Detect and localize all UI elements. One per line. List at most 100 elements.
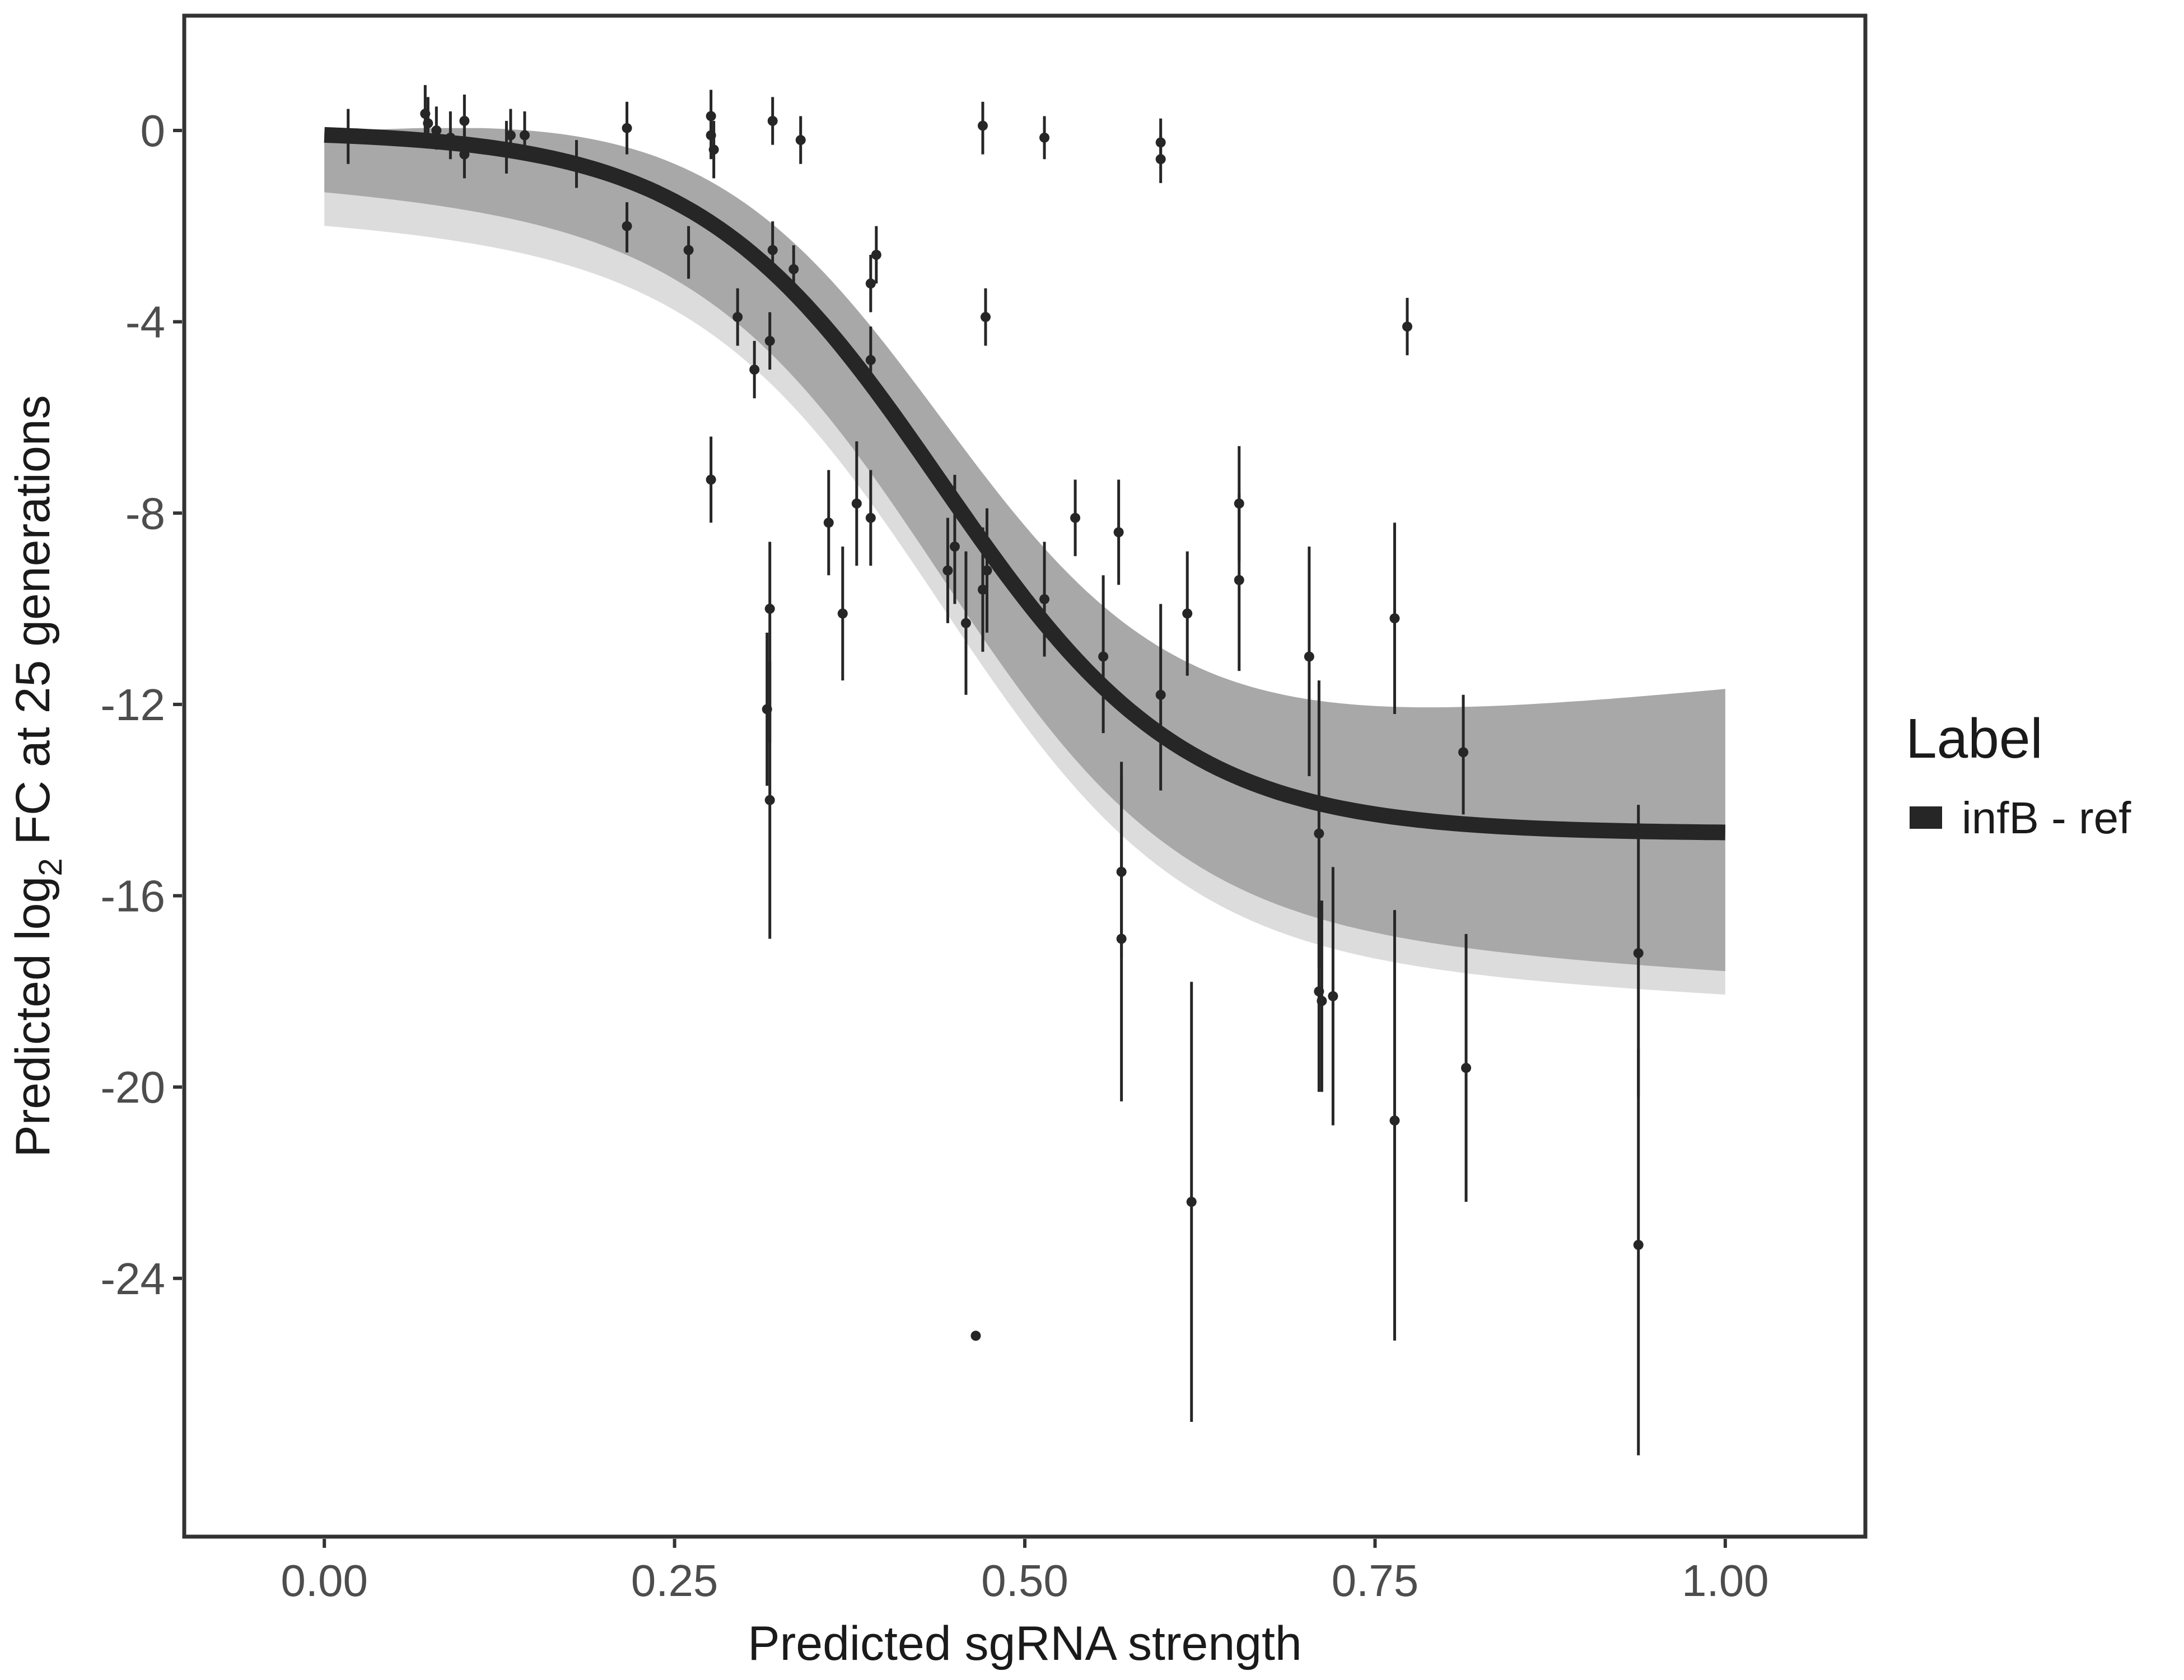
point-marker <box>505 130 516 141</box>
x-tick-label: 1.00 <box>1682 1556 1769 1606</box>
point-marker <box>501 144 512 155</box>
data-point <box>519 111 530 160</box>
plot-panel-border <box>182 13 1868 1539</box>
data-point <box>764 661 775 939</box>
y-tick-label: -20 <box>100 1062 165 1112</box>
point-marker <box>683 245 694 255</box>
point-marker <box>732 312 743 323</box>
point-marker <box>977 120 988 131</box>
data-point <box>970 1331 981 1341</box>
point-marker <box>949 542 960 552</box>
data-point <box>749 340 760 399</box>
y-axis: 0 -4 -8 -12 -16 -20 -24 <box>100 106 182 1304</box>
data-point <box>982 508 992 633</box>
point-marker <box>1317 996 1327 1006</box>
data-point <box>1389 910 1400 1341</box>
point-marker <box>622 123 632 133</box>
point-marker <box>977 584 988 595</box>
fit-curve <box>324 127 1725 841</box>
data-point <box>343 109 353 164</box>
data-point <box>865 255 876 312</box>
point-marker <box>423 118 433 129</box>
data-point <box>1304 547 1314 776</box>
point-marker <box>459 115 470 126</box>
data-point <box>823 470 834 576</box>
point-marker <box>982 565 992 576</box>
y-tick-label: -8 <box>125 488 165 538</box>
data-point <box>459 130 470 179</box>
data-point <box>871 226 881 284</box>
legend-title: Label <box>1906 707 2043 770</box>
data-point <box>1039 116 1050 160</box>
point-marker <box>431 125 442 136</box>
data-point <box>445 111 456 160</box>
data-point <box>767 221 778 279</box>
point-marker <box>445 132 456 143</box>
point-marker <box>1633 948 1644 959</box>
point-marker <box>764 335 775 346</box>
data-point <box>501 120 512 174</box>
data-point <box>837 547 848 681</box>
data-point <box>732 288 743 346</box>
point-marker <box>1304 651 1314 662</box>
point-marker <box>1186 1197 1197 1207</box>
data-point <box>1234 494 1244 671</box>
data-point <box>949 474 960 604</box>
data-point <box>571 140 582 188</box>
point-marker <box>795 135 806 146</box>
data-point <box>865 470 876 566</box>
point-marker <box>788 264 799 274</box>
point-marker <box>823 517 834 528</box>
data-point <box>423 97 433 145</box>
point-marker <box>764 604 775 614</box>
x-axis-title: Predicted sgRNA strength <box>748 1617 1302 1670</box>
y-tick-label: -24 <box>100 1254 165 1304</box>
data-point <box>706 436 716 523</box>
legend: Label infB - ref <box>1906 707 2131 843</box>
point-marker <box>871 250 881 260</box>
point-marker <box>960 618 971 628</box>
data-point <box>505 109 516 155</box>
data-point <box>1039 542 1050 657</box>
point-marker <box>1113 527 1124 538</box>
point-marker <box>1389 1115 1400 1126</box>
y-tick-label: 0 <box>141 106 166 156</box>
data-point <box>708 120 719 179</box>
data-point <box>1098 575 1109 734</box>
point-marker <box>1389 613 1400 624</box>
point-marker <box>1402 321 1412 332</box>
point-marker <box>1182 608 1193 619</box>
data-point <box>977 527 988 652</box>
y-tick-label: -16 <box>100 871 165 921</box>
data-point <box>1070 479 1081 557</box>
point-marker <box>942 565 953 576</box>
data-point <box>1328 867 1338 1126</box>
point-marker <box>749 365 760 375</box>
data-point <box>767 97 778 145</box>
point-marker <box>343 130 353 141</box>
data-point <box>1633 805 1644 1097</box>
point-marker <box>706 474 716 485</box>
point-marker <box>865 278 876 289</box>
data-point <box>431 106 442 150</box>
legend-key <box>1910 806 1942 829</box>
point-marker <box>571 158 582 169</box>
legend-label: infB - ref <box>1962 793 2131 843</box>
point-marker <box>1461 1062 1472 1073</box>
y-axis-title-subscript: 2 <box>32 858 69 876</box>
x-tick-label: 0.00 <box>281 1556 368 1606</box>
point-marker <box>767 115 778 126</box>
y-tick-label: -12 <box>100 680 165 730</box>
data-point <box>1458 694 1469 815</box>
data-point <box>795 116 806 164</box>
point-marker <box>1328 991 1338 1001</box>
data-point <box>1186 982 1197 1422</box>
data-point <box>1116 776 1127 1102</box>
data-point <box>851 441 862 566</box>
point-marker <box>1155 689 1166 700</box>
data-point <box>1182 551 1193 676</box>
point-marker <box>851 498 862 509</box>
data-point <box>1402 297 1412 356</box>
point-marker <box>1155 154 1166 165</box>
